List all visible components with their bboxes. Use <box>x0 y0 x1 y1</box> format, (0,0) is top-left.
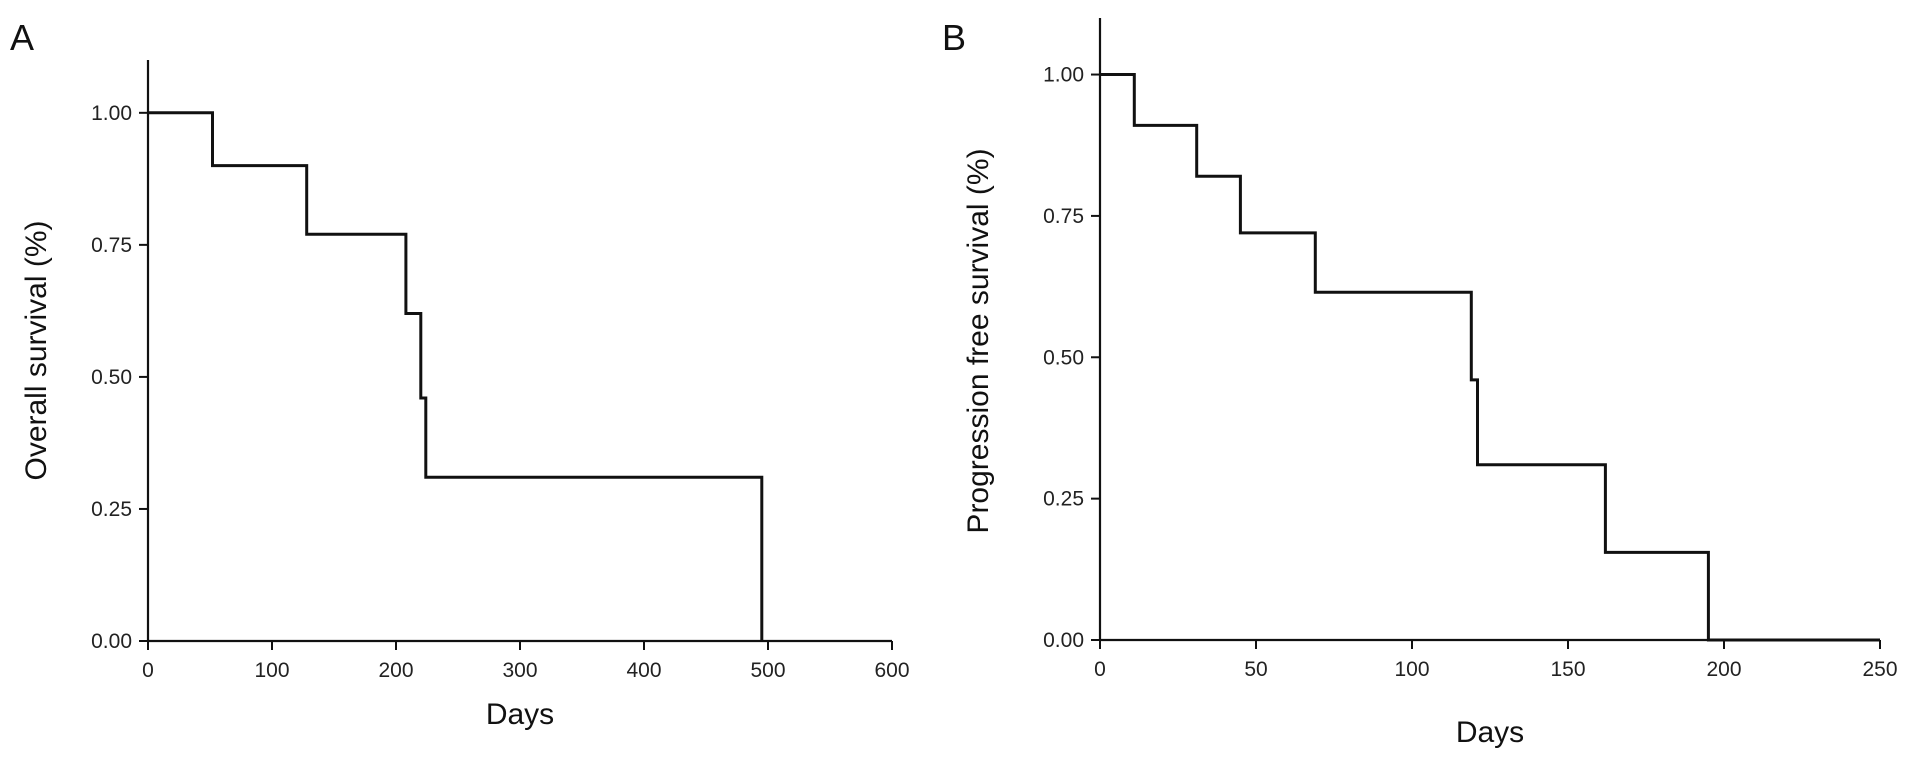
y-tick-label: 0.50 <box>1043 346 1084 369</box>
x-tick-label: 500 <box>750 659 785 682</box>
y-tick-label: 0.00 <box>1043 629 1084 652</box>
x-tick-label: 0 <box>142 659 154 682</box>
x-tick-label: 300 <box>502 659 537 682</box>
x-tick-label: 50 <box>1244 658 1267 681</box>
survival-curve-b <box>1100 73 1880 642</box>
panel-a: A Days Overall survival (%) 0 100 200 300 40… <box>10 17 910 731</box>
x-axis-title-b: Days <box>1456 716 1524 749</box>
panel-label-b: B <box>942 17 966 58</box>
y-tick-label: 1.00 <box>91 102 132 125</box>
y-axis-title-b: Progression free survival (%) <box>962 148 995 533</box>
x-tick-label: 250 <box>1862 658 1897 681</box>
x-tick-label: 200 <box>1706 658 1741 681</box>
panel-label-a: A <box>10 17 34 58</box>
x-tick-label: 200 <box>378 659 413 682</box>
x-tick-label: 400 <box>626 659 661 682</box>
x-tick-label: 0 <box>1094 658 1106 681</box>
y-tick-label: 0.25 <box>1043 488 1084 511</box>
x-tick-label: 100 <box>1394 658 1429 681</box>
y-tick-label: 1.00 <box>1043 64 1084 87</box>
y-tick-label: 0.25 <box>91 498 132 521</box>
y-axis-title-a: Overall survival (%) <box>20 220 53 480</box>
y-tick-label: 0.50 <box>91 366 132 389</box>
x-tick-label: 100 <box>254 659 289 682</box>
y-tick-label: 0.75 <box>1043 205 1084 228</box>
y-tick-label: 0.00 <box>91 630 132 653</box>
x-axis-title-a: Days <box>486 698 554 731</box>
panel-b: B Days Progression free survival (%) 0 50… <box>942 17 1898 749</box>
x-tick-label: 600 <box>874 659 909 682</box>
x-tick-label: 150 <box>1550 658 1585 681</box>
y-tick-label: 0.75 <box>91 234 132 257</box>
survival-curve-a <box>148 111 764 641</box>
